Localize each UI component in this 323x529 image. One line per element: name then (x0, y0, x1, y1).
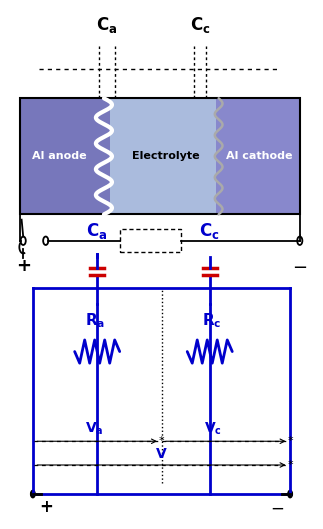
Bar (20, 98, 300, 214)
Bar (216, 98, 300, 214)
Text: Al cathode: Al cathode (226, 151, 292, 161)
Text: $-$: $-$ (292, 257, 307, 275)
Text: *: * (159, 436, 164, 446)
Text: $\mathbf{V}$: $\mathbf{V}$ (155, 447, 168, 461)
Text: Electrolyte: Electrolyte (132, 151, 199, 161)
Text: $\mathbf{C_c}$: $\mathbf{C_c}$ (190, 15, 210, 35)
Text: $\mathbf{V_c}$: $\mathbf{V_c}$ (204, 421, 222, 437)
Circle shape (31, 490, 35, 498)
Text: +: + (39, 498, 53, 516)
Text: $\mathbf{R_a}$: $\mathbf{R_a}$ (85, 312, 106, 331)
Text: $-$: $-$ (270, 498, 284, 516)
Text: $\mathbf{V_a}$: $\mathbf{V_a}$ (85, 421, 103, 437)
Text: $\mathbf{C_c}$: $\mathbf{C_c}$ (200, 221, 220, 241)
Text: *: * (287, 460, 293, 470)
Text: $\mathbf{R_c}$: $\mathbf{R_c}$ (202, 312, 221, 331)
Text: *: * (287, 436, 293, 446)
Circle shape (288, 490, 292, 498)
Bar (20, 98, 109, 214)
Bar (120, 229, 181, 252)
Text: $\mathbf{C_a}$: $\mathbf{C_a}$ (87, 221, 108, 241)
Bar (109, 98, 216, 214)
Text: $\mathbf{C_a}$: $\mathbf{C_a}$ (96, 15, 118, 35)
Text: +: + (16, 257, 31, 275)
Text: Al anode: Al anode (32, 151, 87, 161)
